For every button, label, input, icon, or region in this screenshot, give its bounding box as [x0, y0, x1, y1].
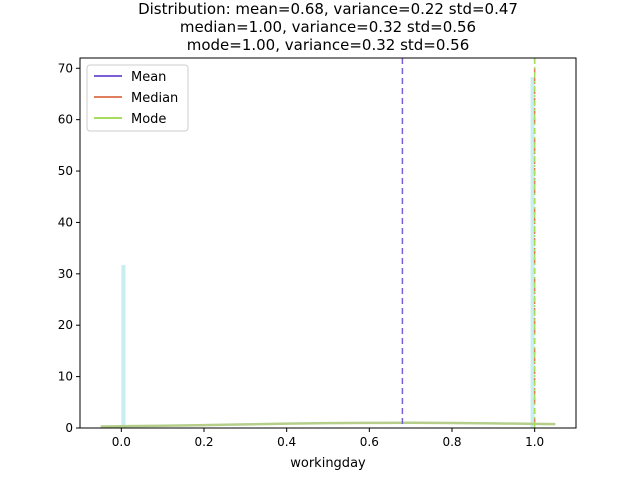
histogram-bar-0	[121, 265, 126, 428]
histogram-bars	[121, 77, 535, 428]
y-axis-ticks: 0 10 20 30 40 50 60 70	[58, 61, 80, 435]
histogram-bar-1	[530, 77, 535, 428]
x-axis-ticks: 0.0 0.2 0.4 0.6 0.8 1.0	[112, 428, 544, 449]
x-axis-label: workingday	[290, 456, 366, 471]
y-tick-label: 40	[58, 215, 73, 229]
y-tick-label: 30	[58, 267, 73, 281]
y-tick-label: 50	[58, 164, 73, 178]
title-line-1: Distribution: mean=0.68, variance=0.22 s…	[138, 0, 518, 18]
x-tick-label: 0.8	[442, 435, 461, 449]
chart-title: Distribution: mean=0.68, variance=0.22 s…	[138, 0, 518, 54]
reference-lines	[401, 58, 536, 428]
title-line-3: mode=1.00, variance=0.32 std=0.56	[187, 36, 470, 54]
x-tick-label: 0.0	[112, 435, 131, 449]
title-line-2: median=1.00, variance=0.32 std=0.56	[180, 18, 476, 36]
legend-box	[86, 64, 189, 132]
y-tick-label: 60	[58, 113, 73, 127]
y-tick-label: 20	[58, 318, 73, 332]
axes-frame	[79, 57, 577, 429]
x-tick-label: 0.6	[360, 435, 379, 449]
x-tick-label: 1.0	[525, 435, 544, 449]
legend-label-median: Median	[131, 91, 178, 106]
legend-label-mean: Mean	[131, 70, 166, 85]
kde-curve-layer	[100, 421, 556, 428]
legend: Mean Median Mode	[86, 64, 189, 132]
y-tick-label: 70	[58, 61, 73, 75]
x-tick-label: 0.4	[277, 435, 296, 449]
y-tick-label: 0	[65, 421, 73, 435]
legend-label-mode: Mode	[131, 112, 166, 127]
x-tick-label: 0.2	[194, 435, 213, 449]
kde-curve	[100, 421, 556, 428]
y-tick-label: 10	[58, 370, 73, 384]
